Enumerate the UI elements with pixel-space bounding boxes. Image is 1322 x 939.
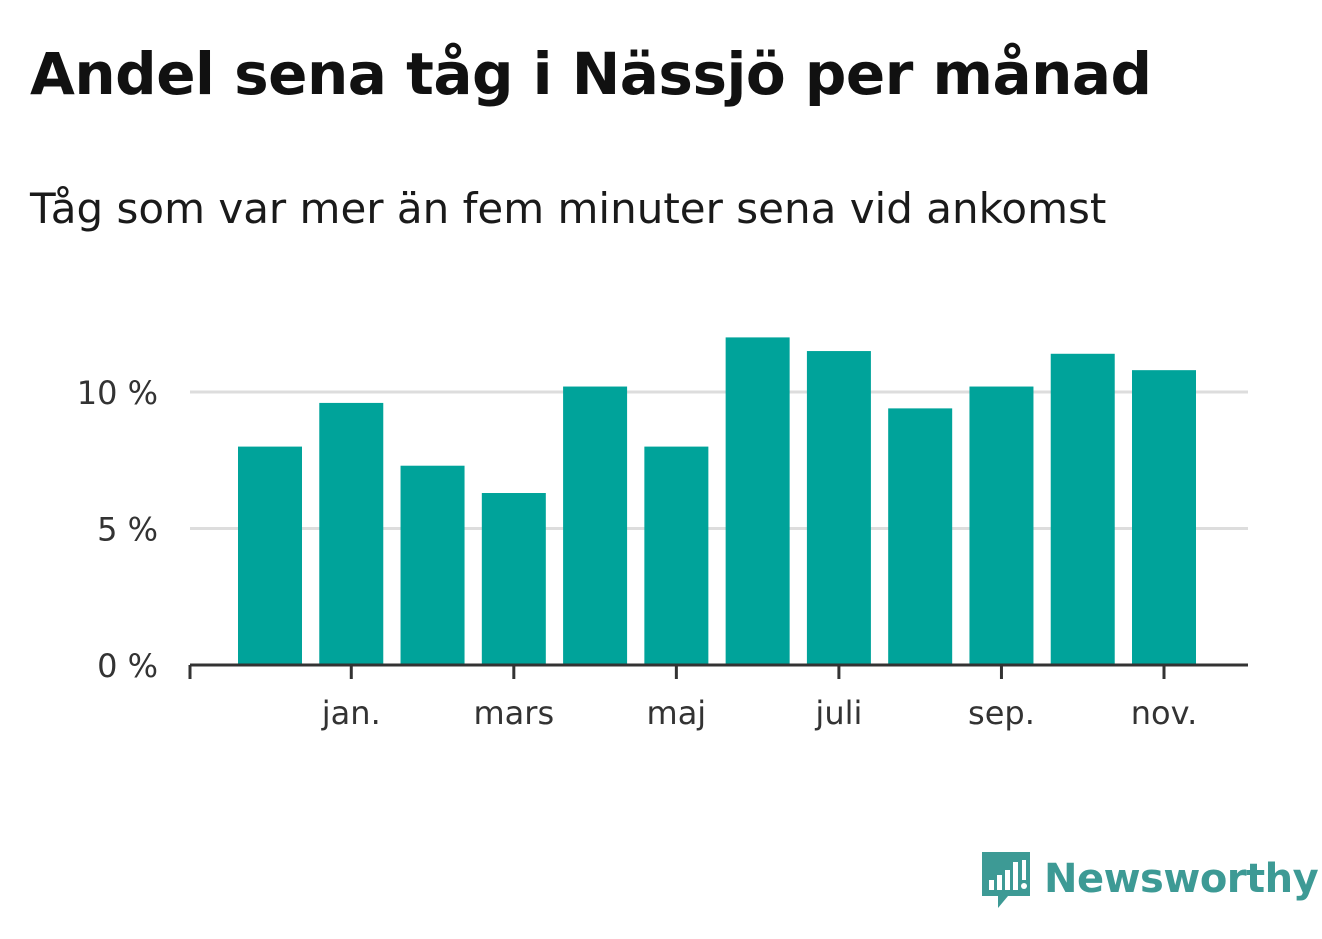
bar-jan. <box>319 402 384 665</box>
x-tick-label-mars: mars <box>474 694 555 732</box>
bar-dec. <box>238 446 302 665</box>
bar-maj <box>644 446 709 665</box>
x-axis <box>188 663 1248 679</box>
x-tick-label-jan.: jan. <box>321 694 381 732</box>
chart-subtitle: Tåg som var mer än fem minuter sena vid … <box>30 184 1107 233</box>
bar-juni <box>725 337 790 665</box>
y-tick-label-5: 5 % <box>97 511 158 549</box>
y-tick-label-10: 10 % <box>77 374 158 412</box>
bar-juli <box>806 351 871 665</box>
bar-sep. <box>969 386 1034 665</box>
y-tick-label-0: 0 % <box>97 647 158 685</box>
bars <box>238 337 1196 665</box>
brand-name: Newsworthy <box>1044 856 1319 902</box>
bar-feb. <box>400 465 465 665</box>
bar-mars <box>481 493 546 665</box>
y-axis-labels: 0 % 5 % 10 % <box>77 374 158 685</box>
bar-aug. <box>888 408 953 665</box>
newsworthy-logo: Newsworthy <box>980 848 1319 910</box>
x-tick-label-juli: juli <box>814 694 862 732</box>
x-tick-label-sep.: sep. <box>968 694 1035 732</box>
chart-title: Andel sena tåg i Nässjö per månad <box>30 40 1152 108</box>
bar-okt. <box>1050 353 1115 665</box>
bar-nov. <box>1132 370 1196 665</box>
x-tick-label-nov.: nov. <box>1131 694 1197 732</box>
newsworthy-icon <box>982 852 1030 908</box>
x-axis-labels: jan. mars maj juli sep. nov. <box>321 694 1197 732</box>
bar-chart: 0 % 5 % 10 % jan. mars maj juli sep. nov. <box>77 337 1248 732</box>
x-tick-label-maj: maj <box>647 694 707 732</box>
bar-apr. <box>563 386 628 665</box>
